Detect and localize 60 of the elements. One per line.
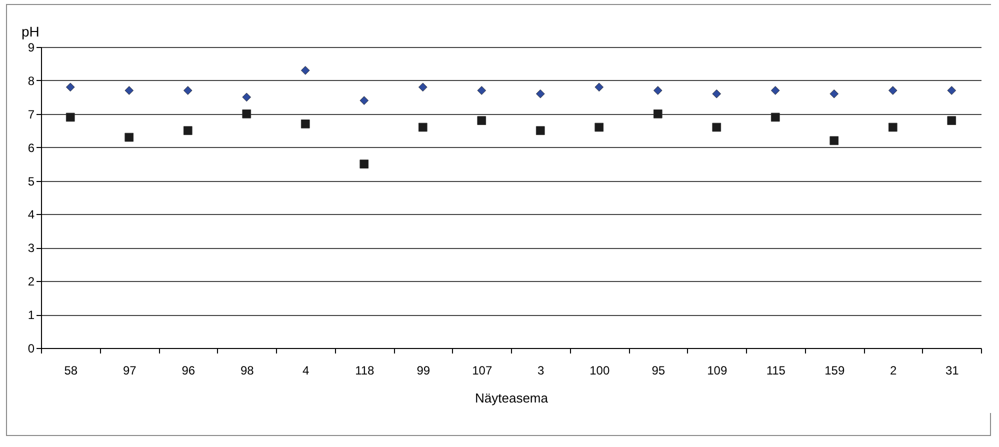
x-tick-label: 159 <box>824 364 845 378</box>
x-tick-label: 96 <box>182 364 196 378</box>
point <box>418 82 428 92</box>
point <box>124 86 134 95</box>
x-tick-label: 118 <box>355 364 375 378</box>
x-tick-label: 2 <box>890 364 898 378</box>
point <box>770 112 780 122</box>
x-axis-title: Näyteasema <box>475 390 549 406</box>
point <box>712 122 722 132</box>
point <box>947 86 956 95</box>
x-tick-label: 98 <box>240 364 254 378</box>
x-tick-label: 115 <box>766 364 786 378</box>
point <box>242 92 252 102</box>
y-tick-label: 9 <box>28 40 35 54</box>
point <box>594 82 604 92</box>
point <box>770 86 780 95</box>
x-tick-label: 100 <box>590 364 610 378</box>
x-tick-label: 3 <box>538 364 545 378</box>
point <box>183 86 192 95</box>
y-tick-label: 4 <box>28 208 35 222</box>
x-tick-label: 109 <box>707 364 728 378</box>
point <box>124 132 134 142</box>
point <box>360 96 369 105</box>
y-tick-label: 1 <box>28 308 35 322</box>
point <box>300 66 310 75</box>
y-tick-label: 2 <box>28 274 35 289</box>
x-tick-label: 107 <box>472 364 492 378</box>
y-tick-label: 3 <box>28 241 35 256</box>
y-tick-label: 6 <box>28 140 35 155</box>
x-tick-label: 4 <box>302 364 310 378</box>
point <box>66 82 75 92</box>
point <box>300 119 310 128</box>
point <box>653 86 662 95</box>
y-tick-label: 5 <box>28 174 35 188</box>
point <box>360 160 369 168</box>
y-tick-label: 8 <box>28 74 35 88</box>
x-tick-label: 58 <box>64 364 78 378</box>
point <box>594 122 604 132</box>
x-tick-label: 95 <box>652 364 666 378</box>
point <box>536 89 545 98</box>
y-tick-label: 7 <box>28 107 35 122</box>
point <box>653 109 662 118</box>
x-tick-label: 99 <box>416 364 430 378</box>
point <box>183 126 192 136</box>
point <box>830 89 839 98</box>
point <box>888 86 898 95</box>
x-tick-label: 31 <box>945 364 960 378</box>
point <box>477 86 486 95</box>
point <box>888 122 898 132</box>
point <box>418 122 428 132</box>
y-axis-title: pH <box>22 24 40 40</box>
point <box>477 116 486 126</box>
y-tick-label: 0 <box>28 342 35 356</box>
x-tick-label: 97 <box>122 364 137 378</box>
point <box>947 116 956 126</box>
point <box>830 136 839 146</box>
point <box>66 112 75 122</box>
point <box>536 126 545 136</box>
point <box>712 89 722 98</box>
point <box>242 109 252 118</box>
